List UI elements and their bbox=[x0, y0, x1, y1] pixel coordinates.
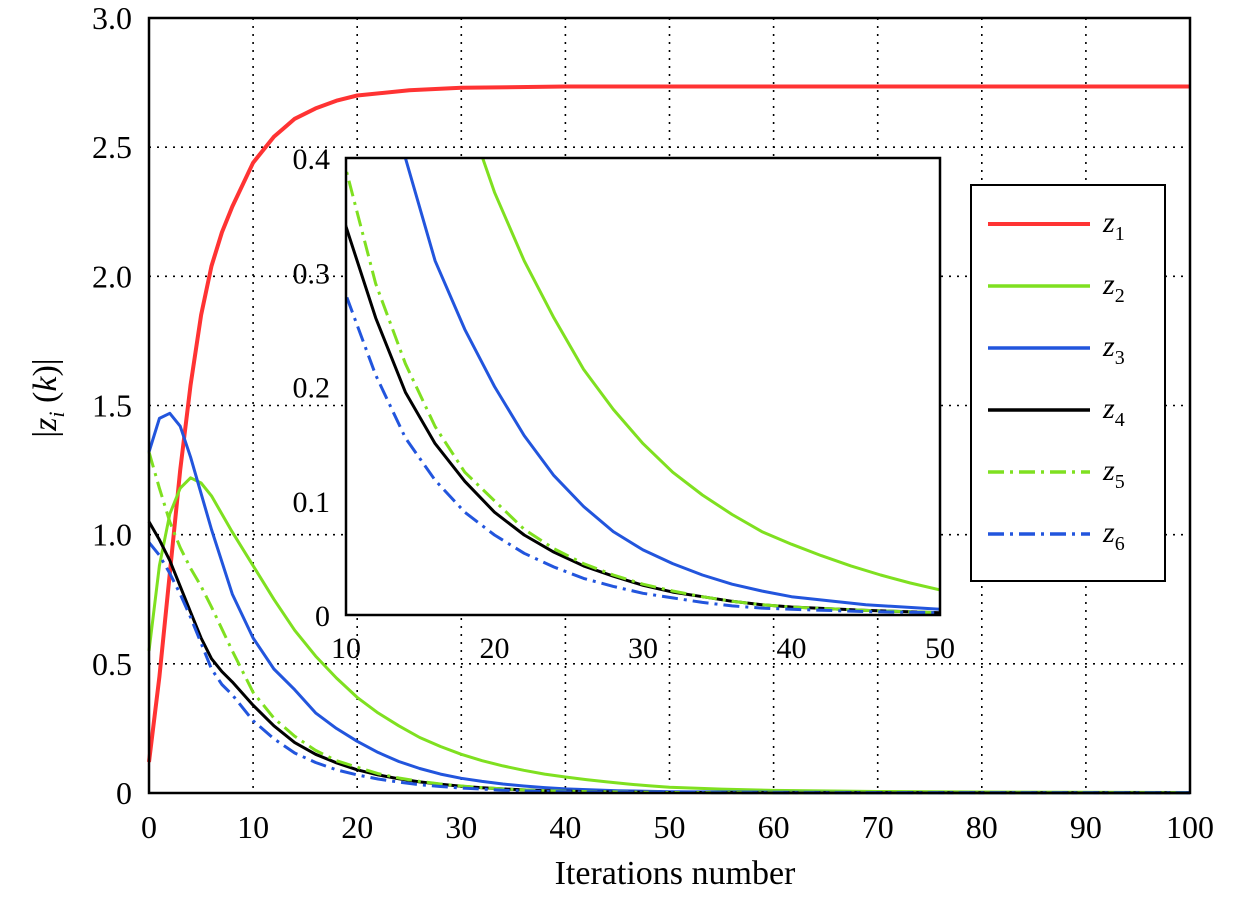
x-tick-label: 30 bbox=[445, 809, 477, 845]
y-tick-label: 1.0 bbox=[92, 517, 132, 553]
inset-series-line-z3 bbox=[403, 158, 940, 611]
y-tick-label: 0.5 bbox=[92, 646, 132, 682]
series-line-z1 bbox=[147, 84, 1190, 763]
legend-label-z3: z3 bbox=[1102, 330, 1125, 369]
y-tick-label: 3.0 bbox=[92, 0, 132, 36]
inset-x-tick-label: 10 bbox=[331, 632, 361, 665]
inset-series-lines bbox=[346, 158, 940, 615]
x-tick-label: 10 bbox=[237, 809, 269, 845]
legend-box bbox=[970, 184, 1166, 582]
inset-background bbox=[346, 158, 940, 615]
inset-tick-labels: 10 20 30 40 50 0 0.1 0.2 0.3 0.4 bbox=[293, 143, 956, 665]
y-tick-label: 1.5 bbox=[92, 388, 132, 424]
main-plot-frame bbox=[147, 16, 1192, 795]
x-tick-label: 80 bbox=[966, 809, 998, 845]
y-tick-label: 2.5 bbox=[92, 129, 132, 165]
x-tick-label: 20 bbox=[341, 809, 373, 845]
legend-label-z4: z4 bbox=[1102, 392, 1125, 431]
inset-y-tick-label: 0.1 bbox=[293, 486, 331, 519]
x-tick-label: 50 bbox=[654, 809, 686, 845]
inset-y-tick-label: 0.3 bbox=[293, 257, 331, 290]
legend-label-z6: z6 bbox=[1102, 516, 1125, 555]
legend: z1 z2 z3 z4 z5 z6 bbox=[970, 184, 1166, 582]
legend-label-z5: z5 bbox=[1102, 454, 1125, 493]
inset-x-tick-label: 40 bbox=[777, 632, 807, 665]
x-axis-label: Iterations number bbox=[555, 855, 796, 892]
x-tick-label: 70 bbox=[862, 809, 894, 845]
legend-label-z1: z1 bbox=[1102, 206, 1125, 245]
inset-y-tick-label: 0.4 bbox=[293, 143, 331, 176]
inset-x-tick-label: 20 bbox=[480, 632, 510, 665]
x-tick-label: 90 bbox=[1070, 809, 1102, 845]
x-tick-label: 0 bbox=[141, 809, 157, 845]
y-axis-label: |zi (k)| bbox=[27, 358, 69, 437]
x-tick-label: 60 bbox=[758, 809, 790, 845]
series-line-z6 bbox=[147, 541, 1190, 795]
main-tick-labels: 0 10 20 30 40 50 60 70 80 90 10000.51.01.52.02.53.… bbox=[92, 0, 1214, 845]
inset-series-line-z6 bbox=[346, 289, 940, 615]
inset-x-tick-label: 30 bbox=[628, 632, 658, 665]
x-tick-label: 40 bbox=[549, 809, 581, 845]
series-line-z2 bbox=[147, 476, 1191, 794]
legend-label-z2: z2 bbox=[1102, 268, 1125, 307]
inset-frame bbox=[344, 156, 942, 617]
inset-x-tick-label: 50 bbox=[925, 632, 955, 665]
inset-y-tick-label: 0.2 bbox=[293, 372, 331, 405]
x-tick-label: 100 bbox=[1166, 809, 1214, 845]
inset-series-line-z2 bbox=[481, 158, 940, 592]
inset-series-line-z5 bbox=[346, 160, 940, 615]
y-tick-label: 0 bbox=[116, 775, 132, 811]
inset-y-tick-label: 0 bbox=[315, 600, 330, 633]
y-tick-label: 2.0 bbox=[92, 258, 132, 294]
